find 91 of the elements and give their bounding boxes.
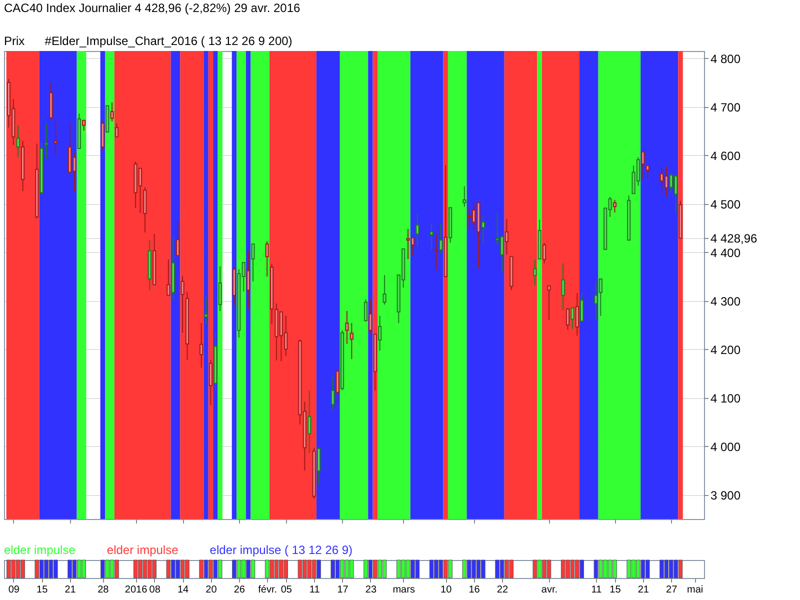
candlestick: [54, 120, 58, 156]
candlestick: [176, 220, 180, 256]
y-tick-label: 4 700: [710, 100, 741, 114]
series-label: elder impulse: [106, 543, 179, 557]
x-tick-label: 15: [610, 584, 622, 596]
x-tick-label: 05: [280, 584, 292, 596]
y-tick-label: 4 000: [710, 440, 741, 454]
candlestick: [218, 266, 222, 312]
x-tick-label: 20: [206, 584, 218, 596]
candlestick: [364, 298, 368, 322]
x-tick-label: 15: [36, 584, 48, 596]
text: #Elder_Impulse_Chart_2016 ( 13 12 26 9 200): [44, 34, 292, 48]
x-tick-label: 22: [496, 584, 508, 596]
candlestick: [336, 370, 340, 406]
y-tick-label: 4 428,96: [710, 232, 758, 246]
candlestick: [646, 164, 650, 179]
candlestick: [350, 322, 354, 360]
candlestick: [368, 299, 372, 334]
x-tick-label: 21: [64, 584, 76, 596]
candlestick: [382, 274, 386, 306]
y-tick-label: 3 900: [710, 488, 741, 502]
candlestick: [44, 123, 48, 160]
candlestick: [200, 322, 204, 368]
candlestick: [542, 242, 546, 264]
y-tick-label: 4 200: [710, 342, 741, 357]
candlestick: [265, 240, 269, 278]
candlestick: [114, 122, 119, 138]
x-tick-label: 2016: [124, 584, 148, 596]
chart-title: CAC40 Index Journalier 4 428,96 (-2,82%) 29 avr. 2016: [4, 1, 301, 15]
x-tick-label: 23: [365, 584, 377, 596]
x-tick-label: 17: [337, 584, 349, 596]
y-tick-label: 4 800: [710, 52, 741, 66]
y-tick-label: 4 100: [710, 391, 741, 406]
y-tick-label: 4 600: [710, 148, 741, 163]
series-label: elder impulse ( 13 12 26 9): [210, 543, 353, 557]
y-tick-label: 4 300: [710, 294, 741, 308]
candlestick: [204, 296, 208, 326]
candlestick: [594, 281, 598, 320]
x-tick-label: 11: [591, 584, 602, 596]
x-tick-label: avr.: [541, 584, 558, 596]
x-tick-label: 26: [234, 584, 246, 596]
candlestick: [641, 151, 645, 180]
candlestick: [430, 223, 434, 250]
candlestick: [575, 292, 579, 336]
y-tick-label: 4 500: [710, 197, 741, 212]
x-tick-label: 09: [8, 584, 20, 596]
candlestick: [561, 262, 565, 310]
candlestick: [166, 259, 170, 296]
candlestick: [331, 376, 335, 410]
x-tick-label: 27: [666, 584, 678, 596]
candlestick: [566, 308, 570, 330]
candlestick: [16, 124, 20, 158]
candlestick: [316, 448, 321, 486]
candlestick: [308, 390, 312, 454]
x-tick-label: 28: [98, 584, 110, 596]
x-tick-label: 16: [468, 584, 480, 596]
candlestick: [246, 250, 250, 310]
x-tick-label: févr.: [258, 584, 278, 596]
y-tick-label: 4 400: [710, 246, 741, 260]
text: Prix: [4, 34, 25, 48]
x-tick-label: mars: [392, 584, 415, 596]
candlestick: [251, 243, 255, 282]
candlestick: [439, 223, 443, 254]
candlestick: [416, 212, 420, 247]
candlestick: [143, 186, 147, 233]
candlestick: [434, 233, 438, 271]
x-tick-label: 21: [638, 584, 650, 596]
candlestick: [660, 167, 664, 194]
candlestick: [612, 199, 617, 213]
candlestick: [598, 278, 602, 316]
candlestick: [100, 121, 104, 150]
candlestick: [481, 216, 485, 245]
x-tick-label: 14: [177, 584, 190, 596]
candlestick: [180, 276, 184, 334]
candlestick: [208, 359, 213, 406]
candlestick: [504, 218, 508, 256]
x-tick-label: 10: [440, 584, 452, 596]
candlestick: [378, 315, 382, 352]
candlestick: [547, 285, 551, 321]
candlestick: [462, 186, 466, 208]
x-tick-label: 08: [149, 584, 161, 596]
series-label: elder impulse: [4, 543, 76, 557]
candlestick: [138, 167, 142, 214]
candlestick: [82, 120, 86, 132]
candlestick: [533, 259, 537, 286]
candlestick: [570, 308, 574, 330]
candlestick: [580, 292, 584, 322]
candlestick: [110, 102, 114, 122]
candlestick: [345, 310, 349, 344]
x-tick-label: mai: [687, 584, 704, 596]
x-tick-label: 11: [309, 584, 320, 596]
